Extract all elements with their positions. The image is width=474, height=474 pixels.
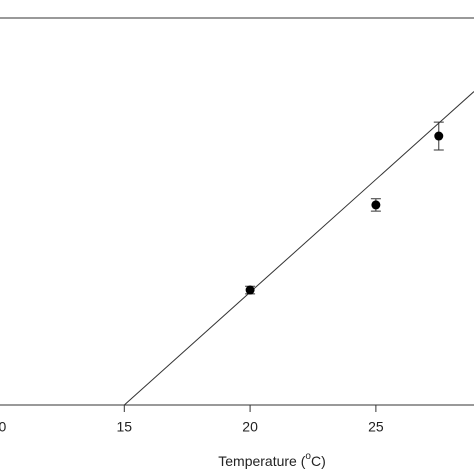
x-tick-label: 25 — [368, 419, 384, 435]
data-point — [434, 131, 444, 141]
x-axis-label: Temperature (oC) — [218, 451, 326, 469]
x-tick-label: 10 — [0, 419, 6, 435]
x-tick-label: 15 — [117, 419, 133, 435]
x-tick-label: 20 — [242, 419, 258, 435]
x-label-end: C) — [311, 453, 326, 469]
data-point — [245, 285, 255, 295]
fit-line — [123, 91, 474, 406]
x-label-sup: o — [305, 451, 311, 462]
data-point — [371, 200, 381, 210]
x-label-text: Temperature ( — [218, 453, 305, 469]
